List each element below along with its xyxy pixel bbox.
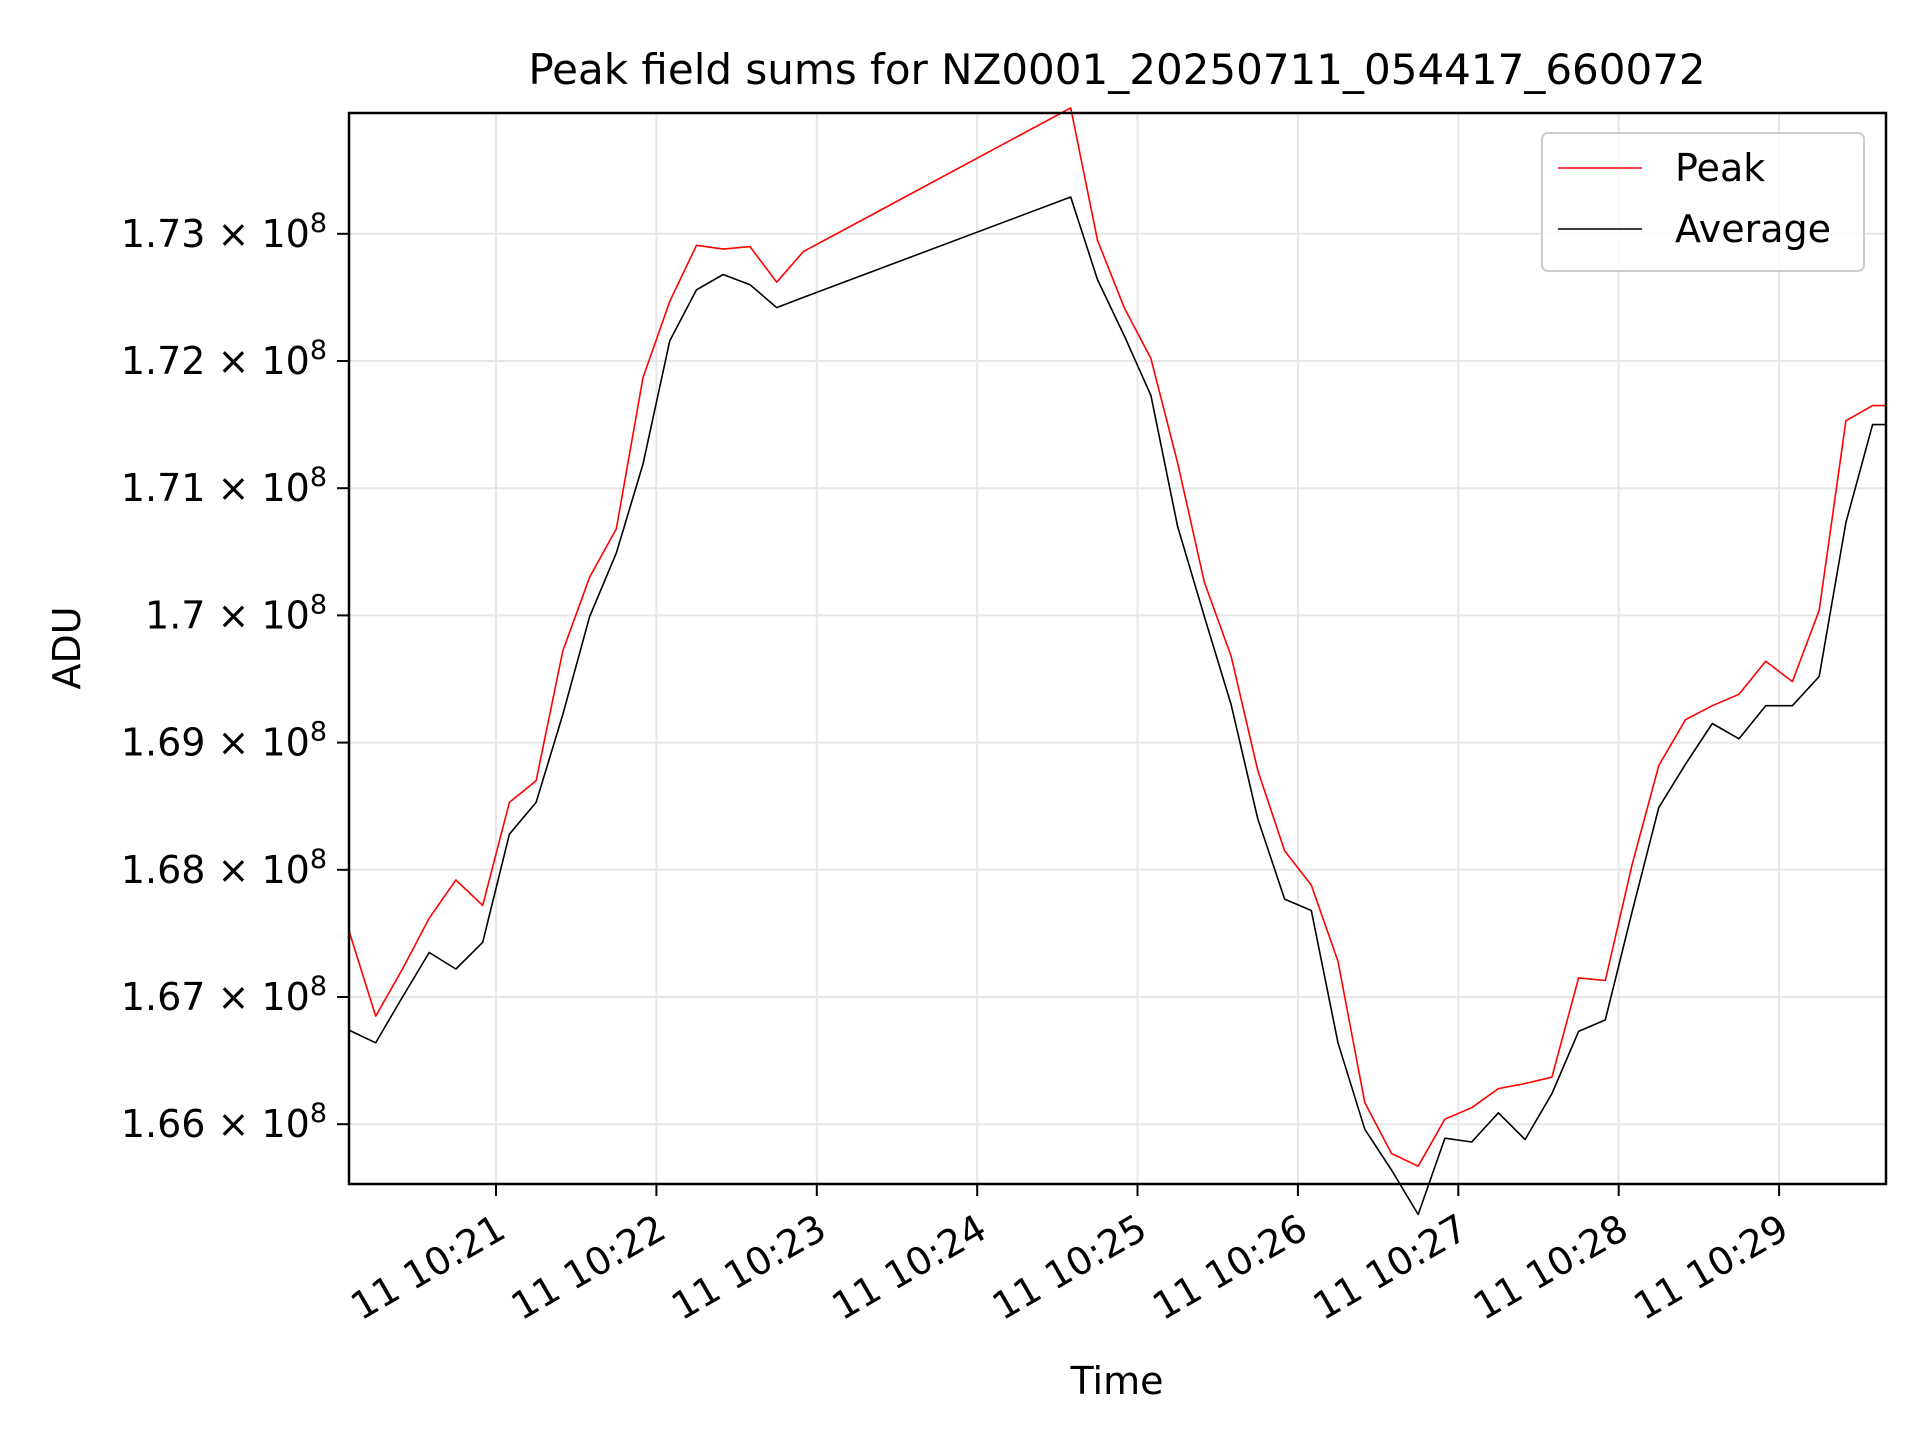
- chart-title: Peak field sums for NZ0001_20250711_0544…: [528, 45, 1705, 94]
- y-tick-label: 1.66 × 108: [121, 1098, 327, 1146]
- y-tick-label: 1.7 × 108: [145, 589, 327, 637]
- legend-label-peak: Peak: [1675, 146, 1765, 190]
- plot-background: [349, 113, 1886, 1184]
- y-tick-label: 1.67 × 108: [121, 971, 327, 1019]
- y-tick-label: 1.69 × 108: [121, 717, 327, 765]
- series-line-peak: [348, 107, 1886, 1167]
- x-axis-label: Time: [1070, 1359, 1164, 1403]
- plot-area: [347, 107, 1888, 1216]
- legend: Peak Average: [1541, 132, 1865, 272]
- grid-layer: [349, 113, 1886, 1184]
- y-axis-label: ADU: [45, 606, 89, 689]
- y-tick-label: 1.73 × 108: [121, 208, 327, 256]
- y-tick-label: 1.72 × 108: [121, 335, 327, 383]
- series-line-average: [348, 196, 1886, 1216]
- y-tick-label: 1.71 × 108: [121, 462, 327, 510]
- y-axis: 1.66 × 108 1.67 × 108 1.68 × 108 1.69 × 108…: [121, 208, 349, 1146]
- legend-label-average: Average: [1675, 207, 1831, 251]
- series-layer: [348, 107, 1886, 1216]
- plot-frame: [347, 111, 1888, 1186]
- y-tick-label: 1.68 × 108: [121, 844, 327, 892]
